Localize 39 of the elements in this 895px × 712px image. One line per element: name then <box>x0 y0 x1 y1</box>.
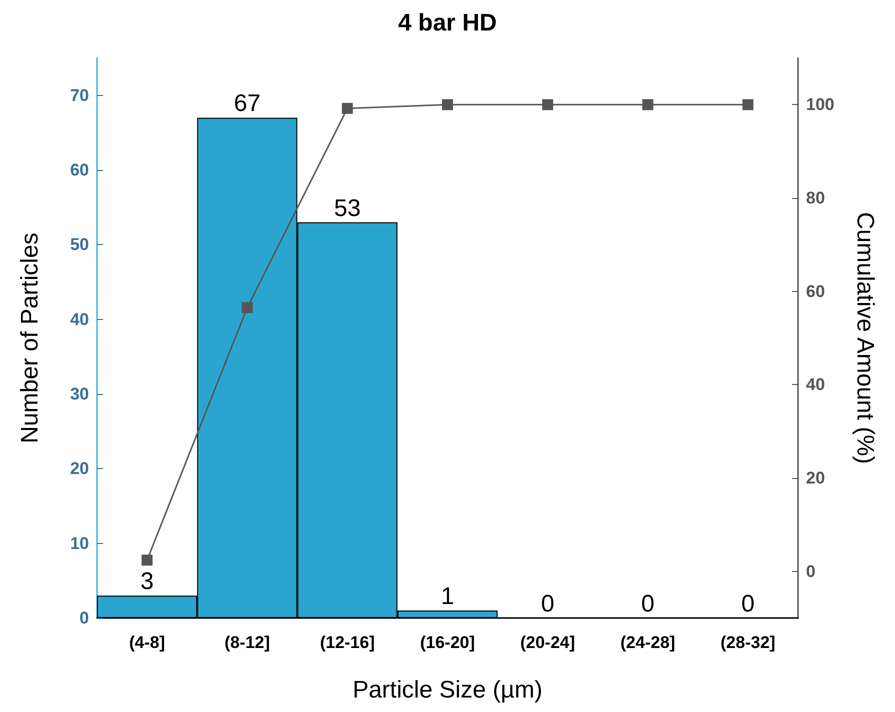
y2-tick-label: 0 <box>806 562 816 581</box>
data-label: 53 <box>334 194 361 222</box>
y2-tick-label: 60 <box>806 282 825 301</box>
y-tick-label: 0 <box>80 608 89 628</box>
data-label: 0 <box>641 590 654 618</box>
data-label: 0 <box>540 590 554 618</box>
y-tick-label: 40 <box>70 310 89 329</box>
y2-tick-label: 100 <box>806 95 834 114</box>
x-tick-label: (4-8] <box>129 633 166 652</box>
x-tick-label: (20-24] <box>520 633 576 652</box>
chart-title: 4 bar HD <box>398 10 497 36</box>
point <box>542 99 554 110</box>
x-tick-label: (24-28] <box>620 633 676 652</box>
data-label: 3 <box>140 568 154 596</box>
y2-tick-label: 80 <box>806 188 825 208</box>
y-tick-label: 10 <box>70 534 89 553</box>
data-label: 0 <box>741 590 755 618</box>
point <box>342 102 353 114</box>
x-tick-label: (16-20] <box>420 633 475 652</box>
y2-tick-label: 40 <box>806 375 825 394</box>
point <box>442 99 453 110</box>
point <box>742 99 754 110</box>
y-tick-label: 20 <box>70 459 89 478</box>
y-tick-label: 30 <box>70 384 89 404</box>
x-axis-title: Particle Size (µm) <box>352 676 542 704</box>
y-tick-label: 50 <box>70 235 89 254</box>
data-label: 1 <box>440 583 454 610</box>
point <box>242 302 253 314</box>
y2-tick-label: 20 <box>806 468 825 488</box>
x-tick-label: (12-16] <box>320 633 375 652</box>
point <box>142 554 153 566</box>
point <box>642 99 654 110</box>
y2-axis-title: Cumulative Amount (%) <box>852 212 878 464</box>
x-tick-label: (8-12] <box>224 633 270 652</box>
data-label: 67 <box>234 90 261 118</box>
y-tick-label: 70 <box>70 86 89 105</box>
y-axis-title: Number of Particles <box>16 232 44 444</box>
y-tick-label: 60 <box>70 160 89 180</box>
x-tick-label: (28-32] <box>720 633 776 652</box>
